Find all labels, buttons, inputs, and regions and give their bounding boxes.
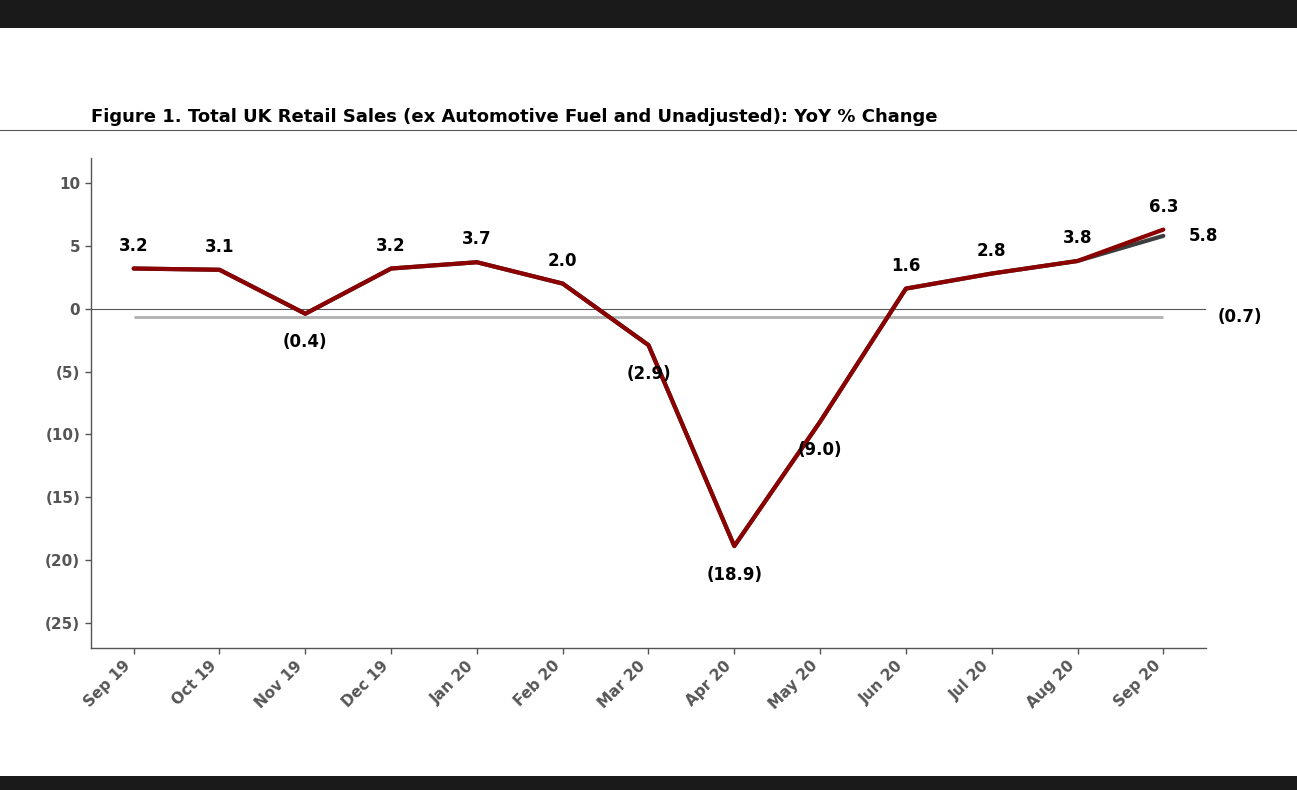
Text: Figure 1. Total UK Retail Sales (ex Automotive Fuel and Unadjusted): YoY % Chang: Figure 1. Total UK Retail Sales (ex Auto… [91, 108, 938, 126]
Text: 3.8: 3.8 [1062, 229, 1092, 247]
Text: 5.8: 5.8 [1188, 227, 1218, 245]
Text: 3.7: 3.7 [462, 231, 492, 248]
Text: 2.0: 2.0 [547, 252, 577, 269]
Text: 2.8: 2.8 [977, 242, 1006, 260]
Text: (0.4): (0.4) [283, 333, 328, 352]
Text: 3.2: 3.2 [376, 237, 406, 254]
Text: 1.6: 1.6 [891, 257, 921, 275]
Text: (0.7): (0.7) [1218, 309, 1262, 326]
Text: (18.9): (18.9) [707, 566, 763, 584]
Text: 6.3: 6.3 [1149, 198, 1178, 216]
Text: (9.0): (9.0) [798, 441, 842, 459]
Text: 3.1: 3.1 [205, 238, 235, 256]
Text: (2.9): (2.9) [626, 364, 671, 382]
Text: 3.2: 3.2 [119, 237, 148, 254]
